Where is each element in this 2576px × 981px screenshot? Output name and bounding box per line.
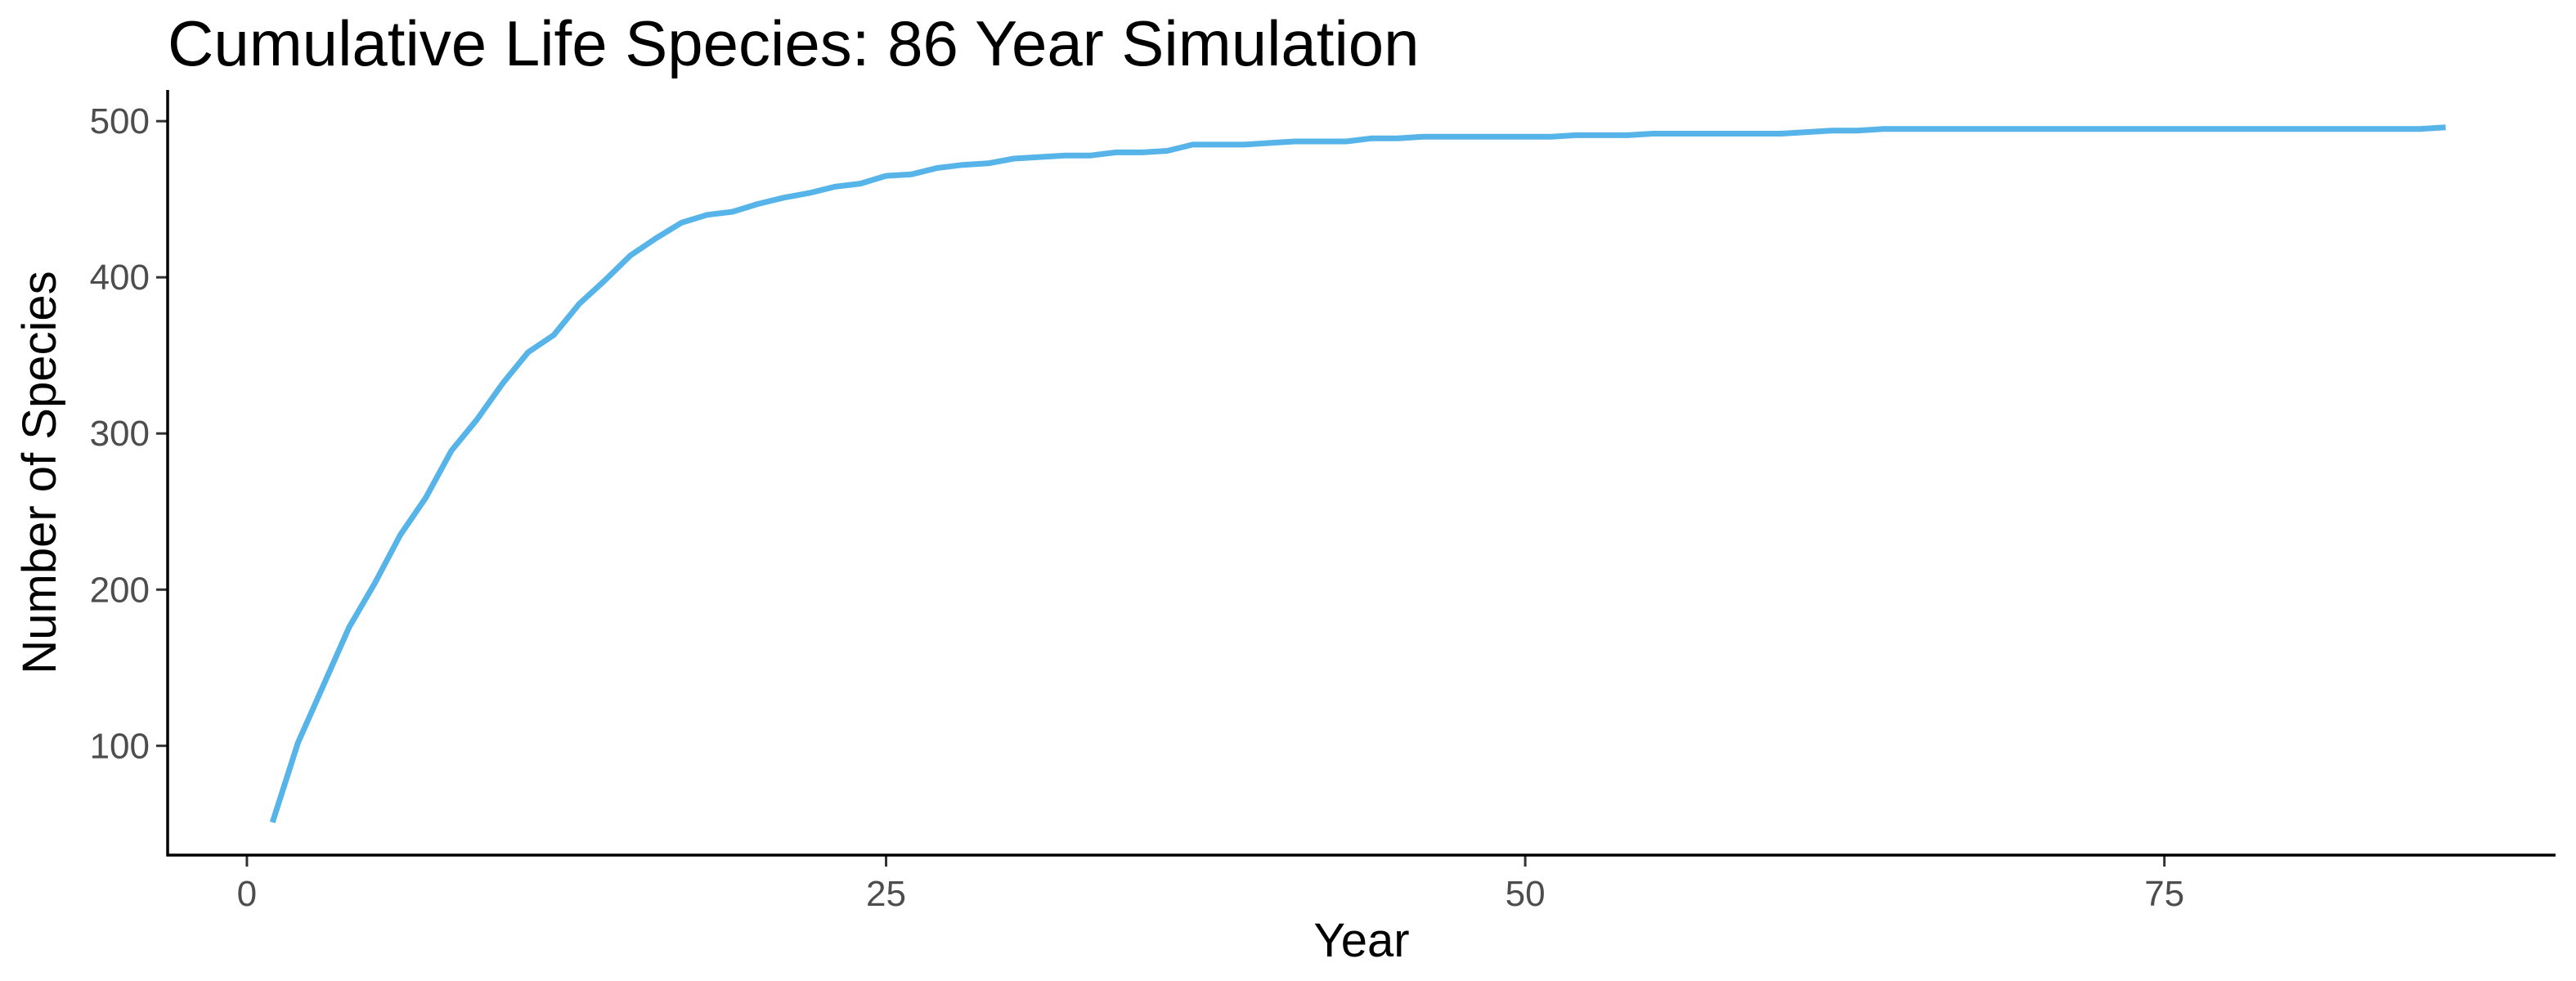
y-tick-label: 200 (90, 570, 150, 610)
series-line (269, 124, 2446, 823)
y-tick-label: 100 (90, 726, 150, 766)
y-tick-label: 300 (90, 414, 150, 454)
series-layer (269, 124, 2446, 823)
x-tick-label: 50 (1506, 874, 1546, 914)
x-tick-label: 0 (237, 874, 257, 914)
x-tick-label: 25 (866, 874, 906, 914)
x-tick-label: 75 (2144, 874, 2184, 914)
x-axis-title: Year (1313, 914, 1409, 967)
y-axis-title: Number of Species (13, 271, 66, 674)
y-tick-label: 500 (90, 101, 150, 141)
y-tick-label: 400 (90, 258, 150, 298)
chart-title: Cumulative Life Species: 86 Year Simulat… (168, 7, 1420, 79)
x-axis-ticks: 0 25 50 75 (237, 855, 2184, 914)
y-axis-ticks: 100 200 300 400 500 (90, 101, 168, 766)
